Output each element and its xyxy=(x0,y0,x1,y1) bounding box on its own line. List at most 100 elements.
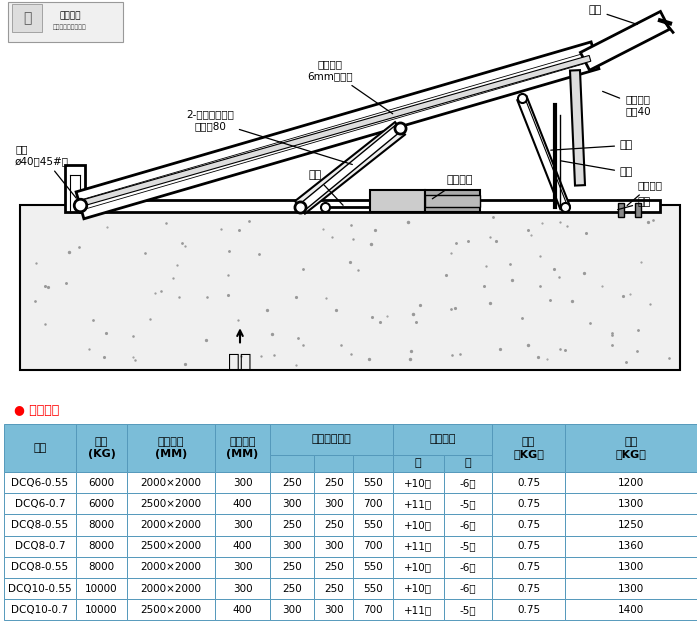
Bar xyxy=(314,472,354,493)
Bar xyxy=(618,203,624,217)
Text: 250: 250 xyxy=(282,562,302,572)
Text: 250: 250 xyxy=(324,478,344,488)
Text: +11度: +11度 xyxy=(404,499,433,509)
Bar xyxy=(127,493,215,514)
Bar xyxy=(314,536,354,557)
Text: +10度: +10度 xyxy=(405,478,433,488)
Text: +11度: +11度 xyxy=(404,541,433,551)
Bar xyxy=(444,493,492,514)
Text: 8000: 8000 xyxy=(88,520,115,530)
Bar xyxy=(270,514,314,536)
Text: 300: 300 xyxy=(233,520,253,530)
Text: 10000: 10000 xyxy=(85,584,118,594)
Text: 载荷
(KG): 载荷 (KG) xyxy=(88,437,116,459)
Text: -6度: -6度 xyxy=(459,584,476,594)
Text: 1250: 1250 xyxy=(617,520,644,530)
Text: 8000: 8000 xyxy=(88,562,115,572)
Text: 250: 250 xyxy=(324,562,344,572)
Text: 轴销
ø40，45#锤: 轴销 ø40，45#锤 xyxy=(15,144,76,198)
Bar xyxy=(444,557,492,578)
Text: 倾斜角度: 倾斜角度 xyxy=(429,434,456,444)
Bar xyxy=(4,424,76,472)
Bar xyxy=(354,455,393,472)
Polygon shape xyxy=(570,70,585,186)
Bar xyxy=(270,493,314,514)
Text: 0.75: 0.75 xyxy=(517,604,540,615)
Text: -5度: -5度 xyxy=(459,604,476,615)
Text: 300: 300 xyxy=(324,541,344,551)
Text: 6000: 6000 xyxy=(88,499,115,509)
Text: -5度: -5度 xyxy=(459,499,476,509)
Text: DCQ8-0.55: DCQ8-0.55 xyxy=(11,520,69,530)
Text: 2000×2000: 2000×2000 xyxy=(141,520,202,530)
Text: 上海牛力机械设备网: 上海牛力机械设备网 xyxy=(53,25,87,30)
Bar xyxy=(76,472,127,493)
Bar xyxy=(444,455,492,472)
Bar xyxy=(270,599,314,620)
Bar xyxy=(393,536,444,557)
Bar xyxy=(444,536,492,557)
Bar xyxy=(270,455,314,472)
Bar xyxy=(492,536,565,557)
Bar xyxy=(4,599,76,620)
Bar xyxy=(76,578,127,599)
Bar xyxy=(270,536,314,557)
Text: 维修支腿: 维修支腿 xyxy=(627,180,663,206)
Bar xyxy=(127,557,215,578)
Text: 300: 300 xyxy=(282,499,302,509)
Bar xyxy=(444,514,492,536)
Text: 2000×2000: 2000×2000 xyxy=(141,584,202,594)
Text: 0.75: 0.75 xyxy=(517,520,540,530)
Bar xyxy=(215,578,270,599)
Bar xyxy=(393,424,492,455)
Bar xyxy=(4,493,76,514)
Text: 250: 250 xyxy=(324,584,344,594)
Text: 2000×2000: 2000×2000 xyxy=(141,478,202,488)
Polygon shape xyxy=(84,56,591,205)
Text: 250: 250 xyxy=(282,478,302,488)
Text: 300: 300 xyxy=(282,541,302,551)
Bar xyxy=(565,493,696,514)
Text: DCQ8-0.55: DCQ8-0.55 xyxy=(11,562,69,572)
Text: 400: 400 xyxy=(233,604,253,615)
Text: 8000: 8000 xyxy=(88,541,115,551)
Text: 牛: 牛 xyxy=(23,11,32,25)
Bar xyxy=(393,455,444,472)
Bar xyxy=(393,578,444,599)
Text: 牛力机械: 牛力机械 xyxy=(60,11,80,20)
Bar xyxy=(393,557,444,578)
Text: +10度: +10度 xyxy=(405,584,433,594)
Bar xyxy=(215,536,270,557)
Text: 550: 550 xyxy=(363,520,383,530)
Bar xyxy=(492,514,565,536)
Text: 550: 550 xyxy=(363,478,383,488)
Text: 1360: 1360 xyxy=(617,541,644,551)
Text: 自重
（KG）: 自重 （KG） xyxy=(615,437,646,459)
Polygon shape xyxy=(580,11,670,70)
Bar xyxy=(354,578,393,599)
Text: 上: 上 xyxy=(415,459,421,468)
Text: 2500×2000: 2500×2000 xyxy=(140,541,202,551)
Text: 工作面板
6mm花纹板: 工作面板 6mm花纹板 xyxy=(307,59,393,114)
Bar xyxy=(354,599,393,620)
Text: 0.75: 0.75 xyxy=(517,499,540,509)
Polygon shape xyxy=(295,122,405,214)
Text: 层板宽度
(MM): 层板宽度 (MM) xyxy=(227,437,259,459)
Bar xyxy=(354,472,393,493)
Text: 底架: 底架 xyxy=(617,198,651,209)
Bar xyxy=(393,514,444,536)
Text: 700: 700 xyxy=(363,499,383,509)
Bar xyxy=(270,578,314,599)
Text: -5度: -5度 xyxy=(459,541,476,551)
Bar xyxy=(4,514,76,536)
Bar xyxy=(76,557,127,578)
Text: 400: 400 xyxy=(233,541,253,551)
Text: 1300: 1300 xyxy=(617,562,644,572)
Bar xyxy=(127,578,215,599)
Bar xyxy=(444,578,492,599)
Text: 300: 300 xyxy=(324,499,344,509)
Text: 300: 300 xyxy=(282,604,302,615)
Text: +11度: +11度 xyxy=(404,604,433,615)
Bar xyxy=(270,424,393,455)
Text: +10度: +10度 xyxy=(405,562,433,572)
